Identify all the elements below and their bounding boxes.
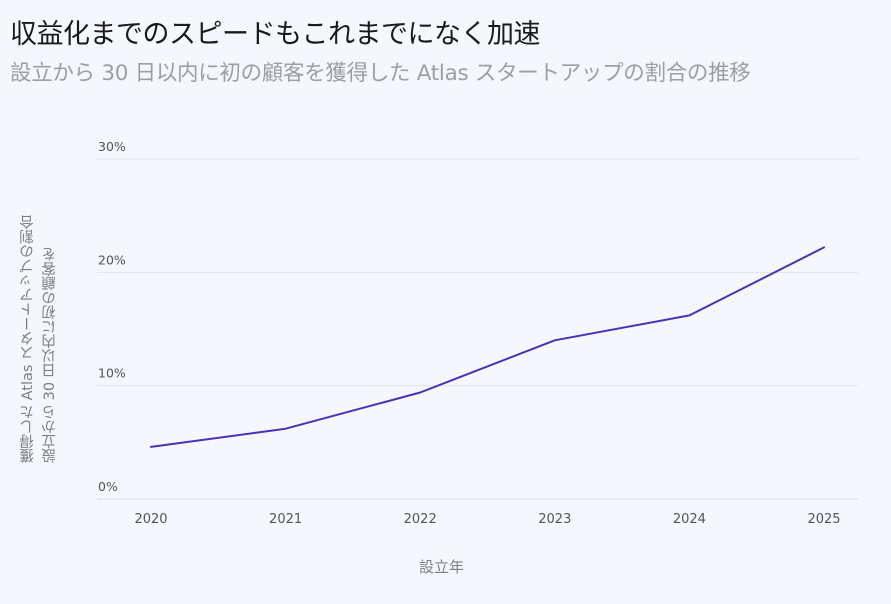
y-axis-label-line-2: 獲得した Atlas スタートアップの割合 — [20, 214, 36, 463]
chart-subtitle: 設立から 30 日以内に初の顧客を獲得した Atlas スタートアップの割合の推… — [10, 61, 751, 86]
x-tick-labels: 2020 2021 2022 2023 2024 2025 — [134, 512, 840, 527]
x-tick-label: 2020 — [134, 512, 167, 527]
x-axis-label: 設立年 — [419, 558, 465, 576]
x-tick-label: 2024 — [673, 512, 706, 527]
gridlines — [97, 158, 858, 500]
x-tick-label: 2022 — [404, 512, 437, 527]
y-tick-label: 10% — [98, 366, 126, 381]
y-axis-label: 設立から 30 日以内に初の顧客を 獲得した Atlas スタートアップの割合 — [18, 163, 68, 463]
chart-title: 収益化までのスピードもこれまでになく加速 — [10, 19, 541, 50]
y-tick-labels: 0% 10% 20% 30% — [98, 139, 126, 494]
y-tick-label: 0% — [98, 479, 118, 494]
x-tick-label: 2023 — [538, 512, 571, 527]
y-axis-label-line-1: 設立から 30 日以内に初の顧客を — [42, 246, 58, 463]
y-tick-label: 30% — [98, 139, 126, 154]
y-tick-label: 20% — [98, 252, 126, 267]
data-line — [150, 246, 825, 448]
x-tick-label: 2021 — [269, 512, 302, 527]
x-tick-label: 2025 — [807, 512, 840, 527]
